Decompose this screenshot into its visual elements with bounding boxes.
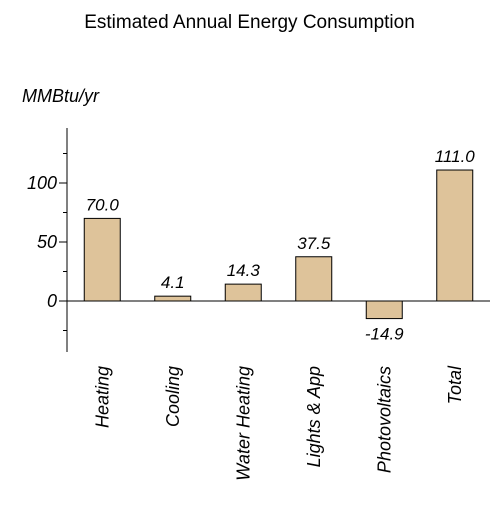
data-label: 37.5 (297, 234, 331, 253)
bar (154, 295, 192, 302)
y-tick-label: 100 (27, 173, 57, 193)
chart-title: Estimated Annual Energy Consumption (84, 12, 415, 33)
bar (436, 169, 474, 302)
bar (295, 256, 333, 302)
bars (83, 169, 474, 320)
category-label: Water Heating (233, 366, 253, 481)
category-label: Cooling (163, 366, 183, 427)
value-labels: 70.0 4.1 14.3 37.5 -14.9 111.0 (86, 147, 476, 344)
y-tick-label: 0 (47, 291, 57, 311)
category-label: Heating (92, 366, 112, 428)
bar (365, 300, 403, 320)
bar (83, 217, 121, 302)
data-label: -14.9 (365, 325, 404, 344)
y-axis-unit-label: MMBtu/yr (22, 86, 100, 106)
category-label: Lights & App (304, 366, 324, 467)
data-label: 111.0 (435, 147, 476, 166)
category-labels: Heating Cooling Water Heating Lights & App P… (92, 365, 465, 481)
bar (224, 283, 262, 302)
category-label: Total (445, 365, 465, 404)
data-label: 70.0 (86, 195, 120, 214)
y-axis-ticks: 0 50 100 (27, 153, 67, 331)
y-tick-label: 50 (37, 232, 57, 252)
data-label: 4.1 (161, 273, 185, 292)
category-label: Photovoltaics (374, 366, 394, 473)
data-label: 14.3 (227, 261, 261, 280)
